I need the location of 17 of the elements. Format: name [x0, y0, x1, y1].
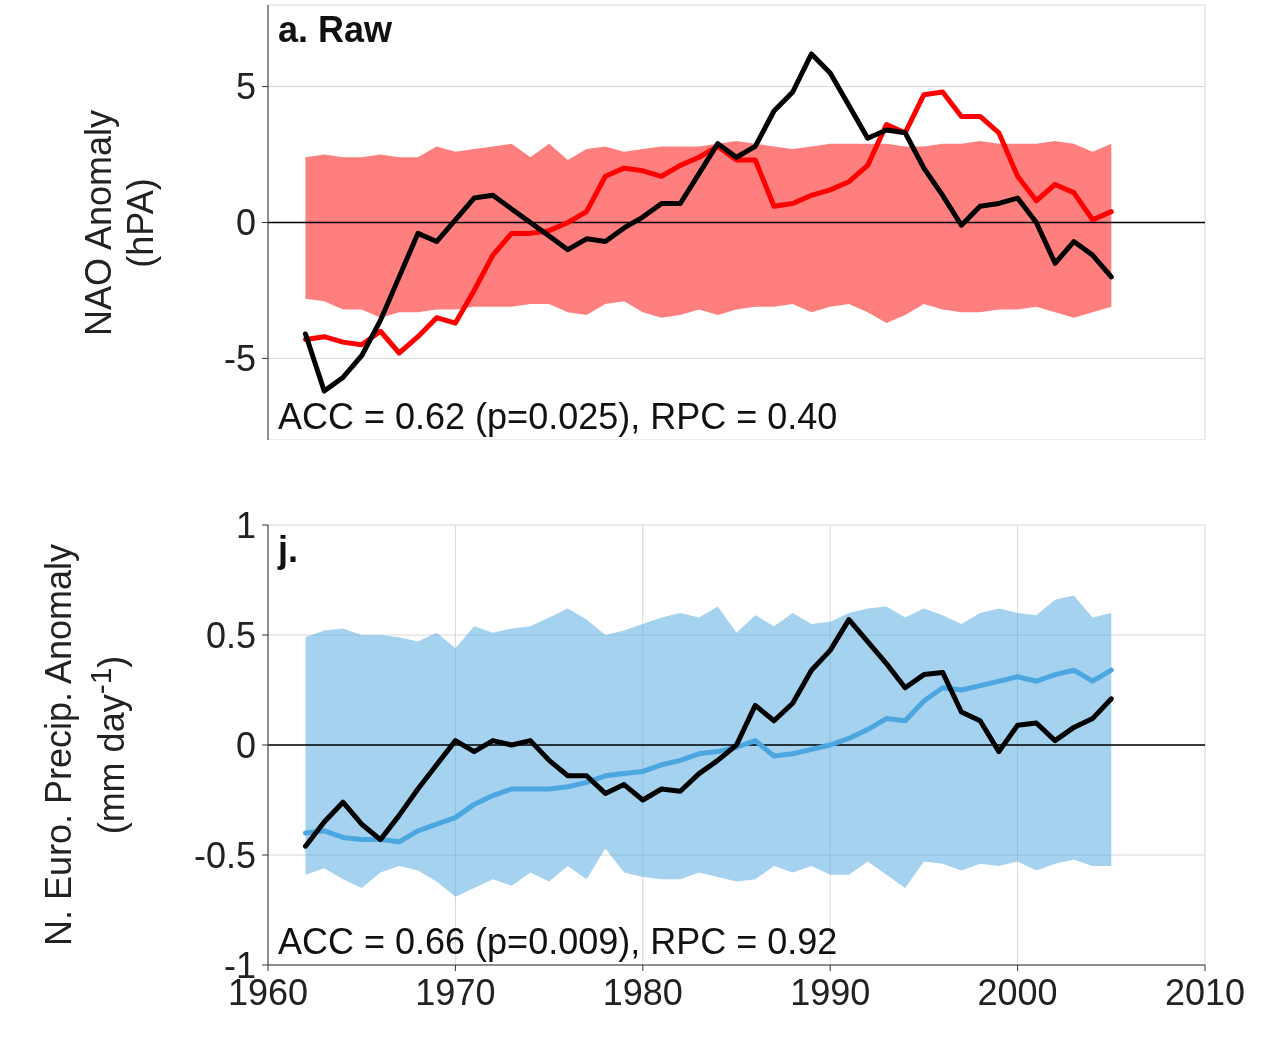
annotation: a. Raw: [278, 9, 393, 51]
x-tick-label: 2010: [1164, 971, 1246, 1013]
y-axis-title: NAO Anomaly (hPA): [78, 108, 162, 338]
y-tick-label: 0: [235, 202, 256, 244]
x-tick-label: 1990: [790, 971, 871, 1013]
x-tick-label: 1980: [602, 971, 683, 1013]
annotation: j.: [278, 529, 299, 571]
annotation: ACC = 0.66 (p=0.009), RPC = 0.92: [278, 921, 838, 963]
y-tick-label: -5: [223, 338, 256, 380]
y-tick-label: 5: [235, 66, 256, 108]
x-tick-label: 2000: [977, 971, 1058, 1013]
y-tick-label: 0: [235, 724, 256, 766]
y-tick-label: -0.5: [193, 834, 256, 876]
y-tick-label: 1: [235, 504, 256, 546]
y-tick-label: 0.5: [205, 614, 256, 656]
x-tick-label: 1970: [415, 971, 496, 1013]
annotation: ACC = 0.62 (p=0.025), RPC = 0.40: [278, 396, 838, 438]
